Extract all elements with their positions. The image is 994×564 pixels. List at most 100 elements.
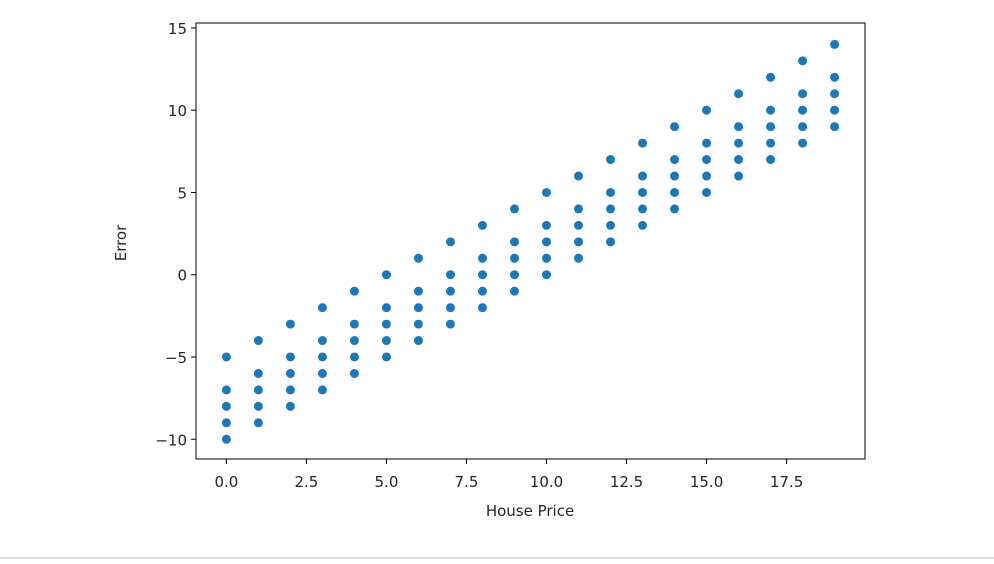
point	[477, 253, 487, 263]
point	[638, 171, 648, 181]
y-tick-label: −10	[155, 431, 187, 449]
point	[734, 171, 744, 181]
point	[317, 385, 327, 395]
point	[574, 237, 584, 247]
point	[830, 122, 840, 132]
x-tick-label: 5.0	[375, 473, 399, 491]
point	[509, 204, 519, 214]
point	[381, 270, 391, 280]
point	[317, 303, 327, 313]
point	[766, 122, 776, 132]
point	[285, 352, 295, 362]
x-tick-label: 10.0	[530, 473, 563, 491]
y-tick-label: −5	[165, 349, 187, 367]
point	[253, 418, 263, 428]
point	[477, 303, 487, 313]
point	[285, 401, 295, 411]
point	[509, 253, 519, 263]
point	[574, 204, 584, 214]
point	[798, 105, 808, 115]
point	[317, 336, 327, 346]
point	[542, 220, 552, 230]
point	[542, 253, 552, 263]
y-tick-label: 10	[168, 102, 187, 120]
point	[381, 352, 391, 362]
point	[253, 368, 263, 378]
point	[285, 368, 295, 378]
point	[445, 286, 455, 296]
point	[798, 56, 808, 66]
point	[349, 319, 359, 329]
point	[606, 220, 616, 230]
point	[381, 303, 391, 313]
point	[381, 319, 391, 329]
point	[509, 286, 519, 296]
point	[317, 352, 327, 362]
point	[606, 204, 616, 214]
y-tick-label: 0	[177, 267, 187, 285]
point	[349, 368, 359, 378]
point	[606, 237, 616, 247]
point	[413, 286, 423, 296]
point	[542, 187, 552, 197]
point	[798, 89, 808, 99]
x-tick-label: 7.5	[455, 473, 479, 491]
point	[638, 220, 648, 230]
y-axis-label: Error	[112, 224, 130, 261]
point	[766, 72, 776, 82]
point	[574, 253, 584, 263]
point	[445, 319, 455, 329]
point	[349, 286, 359, 296]
point	[670, 204, 680, 214]
point	[413, 319, 423, 329]
point	[766, 105, 776, 115]
point	[477, 270, 487, 280]
point	[670, 171, 680, 181]
point	[221, 385, 231, 395]
point	[830, 105, 840, 115]
point	[285, 319, 295, 329]
x-tick-label: 2.5	[295, 473, 319, 491]
plot-frame	[195, 22, 866, 460]
point	[253, 336, 263, 346]
point	[702, 155, 712, 165]
point	[670, 122, 680, 132]
point	[638, 204, 648, 214]
point	[574, 171, 584, 181]
point	[734, 155, 744, 165]
point	[702, 187, 712, 197]
point	[638, 187, 648, 197]
point	[381, 336, 391, 346]
point	[349, 336, 359, 346]
point	[285, 385, 295, 395]
point	[413, 253, 423, 263]
point	[445, 270, 455, 280]
x-tick-label: 15.0	[690, 473, 723, 491]
point	[638, 138, 648, 148]
point	[349, 352, 359, 362]
point	[413, 303, 423, 313]
x-tick-label: 12.5	[610, 473, 643, 491]
point	[766, 155, 776, 165]
point	[445, 303, 455, 313]
point	[830, 39, 840, 49]
point	[606, 187, 616, 197]
point	[509, 270, 519, 280]
point	[734, 138, 744, 148]
point	[221, 352, 231, 362]
point	[317, 368, 327, 378]
x-axis-label: House Price	[486, 502, 574, 520]
point	[702, 138, 712, 148]
point	[830, 72, 840, 82]
point	[702, 171, 712, 181]
point	[670, 155, 680, 165]
point	[734, 122, 744, 132]
point	[542, 237, 552, 247]
point	[606, 155, 616, 165]
point	[221, 418, 231, 428]
point	[445, 237, 455, 247]
point	[798, 122, 808, 132]
point	[766, 138, 776, 148]
